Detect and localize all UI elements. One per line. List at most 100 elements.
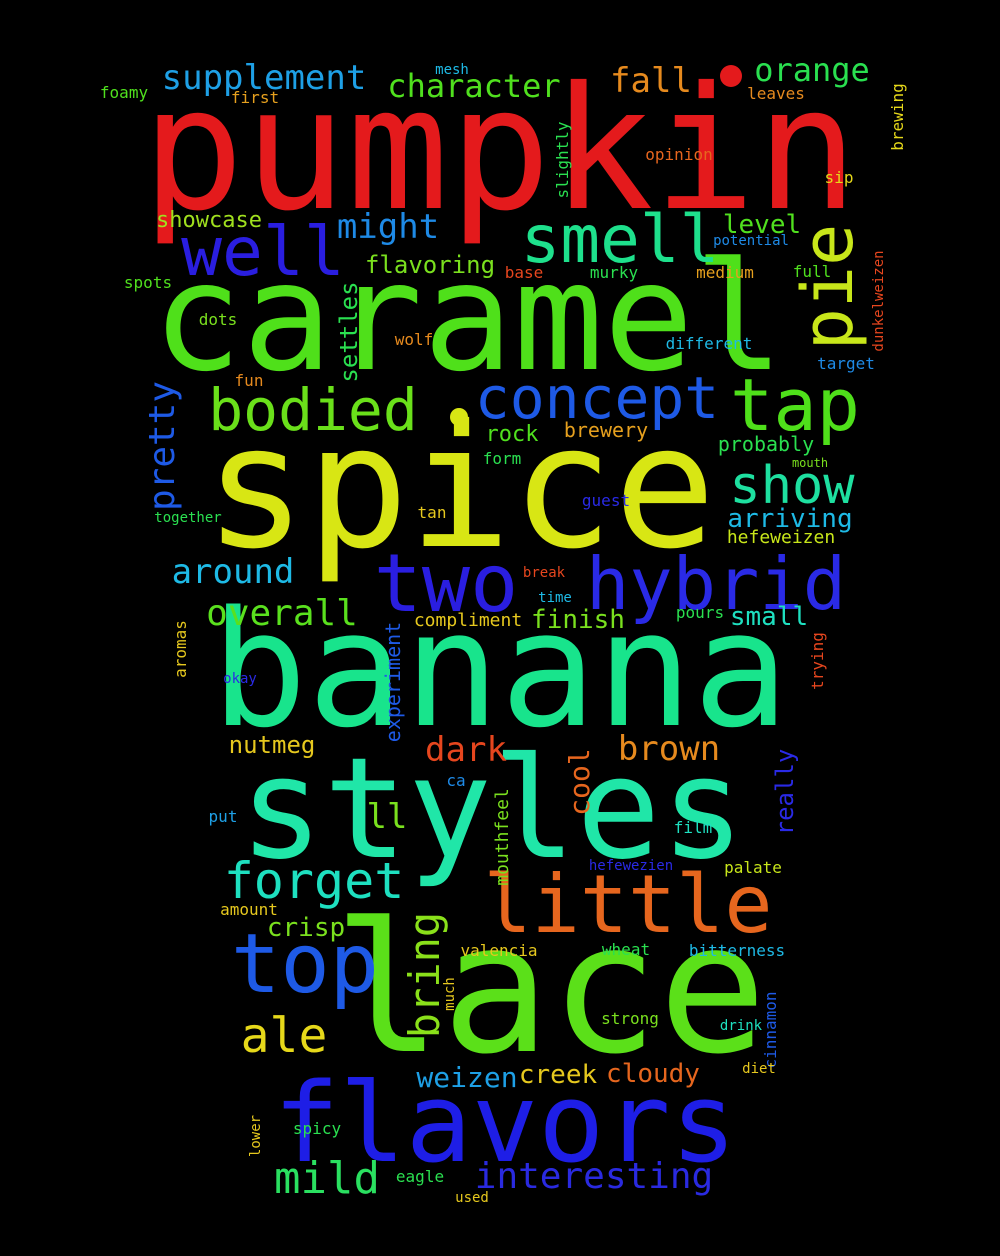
word-wolf: wolf	[394, 330, 434, 349]
word-banana: banana	[211, 576, 789, 763]
word-guest: guest	[581, 491, 631, 510]
word-level: level	[722, 210, 802, 240]
word-much: much	[442, 977, 458, 1011]
word-flavors: flavors	[273, 1059, 737, 1187]
word-bitterness: bitterness	[688, 941, 786, 960]
word-break: break	[522, 565, 566, 581]
word-probably: probably	[717, 432, 815, 456]
word-trying: trying	[808, 632, 827, 690]
word-tan: tan	[417, 503, 447, 522]
word-okay: okay	[223, 671, 257, 687]
word-show: show	[729, 456, 855, 516]
word-brewing: brewing	[888, 83, 907, 151]
word-pours: pours	[675, 603, 725, 622]
word-compliment: compliment	[413, 610, 523, 631]
word-around: around	[171, 552, 295, 592]
word-spots: spots	[123, 273, 173, 292]
word-forget: forget	[223, 852, 405, 910]
word-pumpkin: pumpkin	[141, 51, 859, 249]
word-fall: fall	[610, 61, 692, 101]
word-aromas: aromas	[171, 620, 190, 678]
word-rock: rock	[485, 422, 539, 447]
word-eagle: eagle	[395, 1167, 445, 1186]
word-cool: cool	[563, 748, 596, 816]
word-form: form	[482, 449, 522, 468]
word-mouthfeel: mouthfeel	[492, 788, 513, 886]
word-hefewezien: hefewezien	[588, 858, 674, 874]
word-pretty: pretty	[142, 380, 183, 512]
word-potential: potential	[713, 233, 789, 249]
word-full: full	[792, 262, 832, 281]
word-ll: ll	[366, 797, 408, 837]
word-finish: finish	[531, 605, 625, 635]
word-different: different	[665, 334, 753, 353]
word-supplement: supplement	[161, 58, 367, 98]
word-time: time	[538, 590, 572, 606]
word-little: little	[483, 858, 773, 951]
word-settles: settles	[335, 281, 363, 383]
word-hefeweizen: hefeweizen	[726, 527, 836, 548]
word-put: put	[208, 807, 238, 826]
word-drink: drink	[719, 1018, 763, 1034]
word-really: really	[771, 748, 799, 836]
word-bring: bring	[400, 911, 449, 1039]
word-overall: overall	[206, 593, 358, 634]
word-interesting: interesting	[474, 1156, 714, 1197]
word-opinion: opinion	[645, 145, 713, 164]
word-lower: lower	[248, 1114, 264, 1158]
word-arriving: arriving	[727, 504, 853, 534]
word-slightly: slightly	[553, 121, 572, 199]
word-foamy: foamy	[99, 83, 149, 102]
dot-marker	[720, 65, 742, 87]
word-weizen: weizen	[416, 1061, 518, 1094]
word-hybrid: hybrid	[585, 542, 847, 626]
word-sip: sip	[824, 168, 854, 187]
word-wheat: wheat	[601, 940, 651, 959]
word-lace: lace	[333, 885, 767, 1094]
word-brewery: brewery	[563, 418, 649, 442]
word-well: well	[181, 213, 345, 292]
word-concept: concept	[474, 364, 720, 432]
word-spicy: spicy	[292, 1119, 342, 1138]
word-amount: amount	[220, 900, 278, 919]
word-first: first	[230, 88, 280, 107]
word-used: used	[455, 1190, 489, 1206]
word-base: base	[504, 263, 544, 282]
word-mild: mild	[274, 1153, 380, 1204]
word-top: top	[230, 917, 380, 1012]
word-spice: spice	[204, 389, 716, 587]
word-character: character	[387, 67, 561, 105]
word-palate: palate	[724, 858, 782, 877]
word-cinnamon: cinnamon	[761, 991, 780, 1069]
word-creek: creek	[518, 1060, 598, 1090]
word-might: might	[336, 207, 440, 247]
word-ale: ale	[240, 1008, 328, 1064]
word-ca: ca	[446, 771, 466, 790]
word-bodied: bodied	[208, 376, 418, 444]
word-experiment: experiment	[381, 621, 405, 743]
word-mesh: mesh	[435, 62, 469, 78]
word-caramel: caramel	[151, 231, 785, 405]
word-medium: medium	[696, 263, 754, 282]
word-crisp: crisp	[266, 913, 346, 943]
word-cloudy: cloudy	[606, 1059, 700, 1089]
word-pie: pie	[787, 223, 869, 351]
word-small: small	[729, 602, 809, 632]
word-mouth: mouth	[791, 456, 829, 470]
word-target: target	[817, 354, 875, 373]
word-together: together	[154, 510, 222, 526]
word-fun: fun	[234, 371, 264, 390]
word-styles: styles	[239, 728, 745, 891]
word-tap: tap	[729, 363, 861, 447]
word-strong: strong	[601, 1009, 659, 1028]
word-orange: orange	[754, 51, 870, 89]
word-dunkelweizen: dunkelweizen	[871, 250, 887, 352]
word-film: film	[673, 818, 713, 837]
dot-marker-2	[450, 408, 468, 426]
word-smell: smell	[520, 201, 720, 278]
word-flavoring: flavoring	[364, 251, 496, 279]
word-nutmeg: nutmeg	[228, 731, 316, 759]
word-showcase: showcase	[156, 208, 262, 233]
word-murky: murky	[589, 263, 639, 282]
